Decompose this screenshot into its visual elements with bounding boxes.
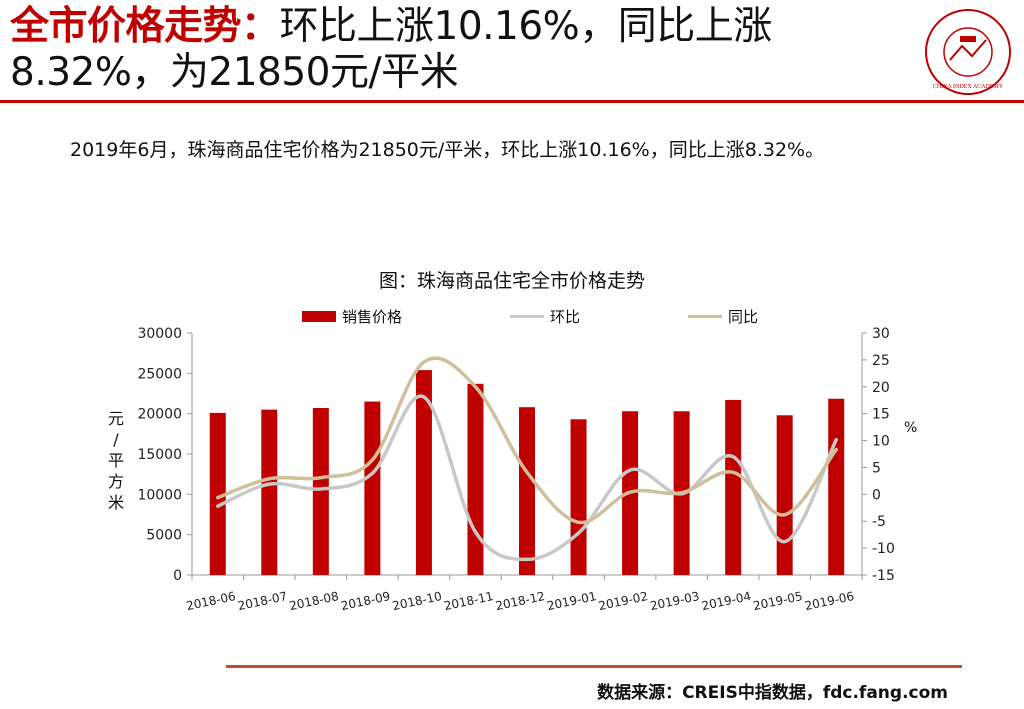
bar-price [261, 409, 278, 575]
bar-price [725, 399, 742, 575]
legend-label-price: 销售价格 [342, 308, 403, 326]
y-tick-label: 10000 [137, 487, 182, 503]
x-tick-label: 2018-10 [391, 589, 443, 613]
price-trend-chart: 0 5000 10000 15000 20000 25000 30000 -15 -10 -5 0 5… [137, 326, 895, 613]
data-source: 数据来源：CREIS中指数据，fdc.fang.com [597, 683, 948, 703]
bar-price [570, 419, 587, 575]
y2-tick-label: 0 [872, 487, 881, 503]
chart-title: 图：珠海商品住宅全市价格走势 [378, 270, 645, 292]
footer-divider [226, 665, 962, 668]
legend-label-yoy: 同比 [728, 308, 759, 326]
bar-price [415, 370, 432, 575]
bar-price [467, 383, 484, 575]
title-highlight: 全市价格走势： [10, 4, 280, 49]
x-tick-label: 2019-01 [546, 589, 598, 613]
y2-tick-label: 30 [872, 326, 890, 342]
y-axis-label: 元 / 平方米 [107, 409, 124, 512]
x-tick-label: 2019-04 [700, 589, 752, 613]
legend-item-yoy: 同比 [688, 306, 758, 327]
x-tick-label: 2018-07 [236, 589, 288, 613]
x-tick-label: 2019-03 [649, 589, 701, 613]
x-tick-label: 2019-02 [597, 589, 649, 613]
x-tick-label: 2019-05 [752, 589, 804, 613]
legend-item-mom: 环比 [510, 306, 580, 327]
legend-swatch-price [302, 311, 336, 322]
legend-item-price: 销售价格 [302, 306, 402, 327]
y-tick-label: 0 [173, 568, 182, 584]
y2-tick-label: 5 [872, 460, 881, 476]
legend-swatch-yoy [688, 315, 722, 318]
bar-price [828, 398, 845, 575]
y2-tick-label: -15 [872, 568, 895, 584]
y2-axis-label: % [904, 420, 918, 436]
bar-price [364, 401, 381, 575]
legend-swatch-mom [510, 315, 544, 318]
bar-price [312, 408, 329, 575]
line-mom [216, 394, 838, 562]
title-divider [0, 100, 1024, 103]
x-tick-label: 2018-12 [494, 589, 546, 613]
y2-tick-label: 15 [872, 407, 890, 423]
y-tick-label: 15000 [137, 447, 182, 463]
y2-tick-label: -5 [872, 514, 886, 530]
page-title: 全市价格走势：环比上涨10.16%，同比上涨8.32%，为21850元/平米 [10, 4, 910, 96]
x-tick-label: 2018-06 [185, 589, 237, 613]
x-tick-label: 2019-06 [803, 589, 855, 613]
bar-price [776, 415, 793, 575]
y2-tick-label: 20 [872, 380, 890, 396]
bar-price [519, 407, 535, 575]
legend-label-mom: 环比 [550, 308, 581, 326]
y2-tick-label: 25 [872, 353, 890, 369]
y-tick-label: 25000 [137, 366, 182, 382]
y-tick-label: 20000 [137, 407, 182, 423]
logo-text: CHINA INDEX ACADEMY [933, 84, 1004, 90]
x-tick-label: 2018-09 [340, 589, 392, 613]
y2-tick-label: 10 [872, 434, 890, 450]
title-rest: 环比上涨10.16%，同比上涨8.32%，为21850元/平米 [10, 4, 772, 95]
bar-price [209, 412, 226, 575]
y2-tick-label: -10 [872, 541, 895, 557]
y-tick-label: 30000 [137, 326, 182, 342]
y-tick-label: 5000 [146, 528, 182, 544]
china-index-academy-logo: CHINA INDEX ACADEMY [925, 9, 1011, 95]
x-tick-label: 2018-08 [288, 589, 340, 613]
x-tick-label: 2018-11 [443, 589, 495, 613]
summary-text: 2019年6月，珠海商品住宅价格为21850元/平米，环比上涨10.16%，同比… [70, 139, 825, 161]
